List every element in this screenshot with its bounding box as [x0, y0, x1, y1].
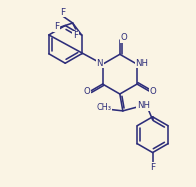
Text: O: O [83, 87, 90, 96]
Text: NH: NH [137, 101, 150, 110]
Text: CH₃: CH₃ [96, 103, 112, 112]
Text: O: O [120, 33, 127, 42]
Text: O: O [150, 87, 156, 96]
Text: F: F [60, 8, 65, 17]
Text: NH: NH [135, 59, 149, 68]
Text: F: F [73, 31, 78, 40]
Text: N: N [96, 59, 103, 68]
Text: F: F [150, 163, 155, 172]
Text: F: F [54, 22, 59, 31]
